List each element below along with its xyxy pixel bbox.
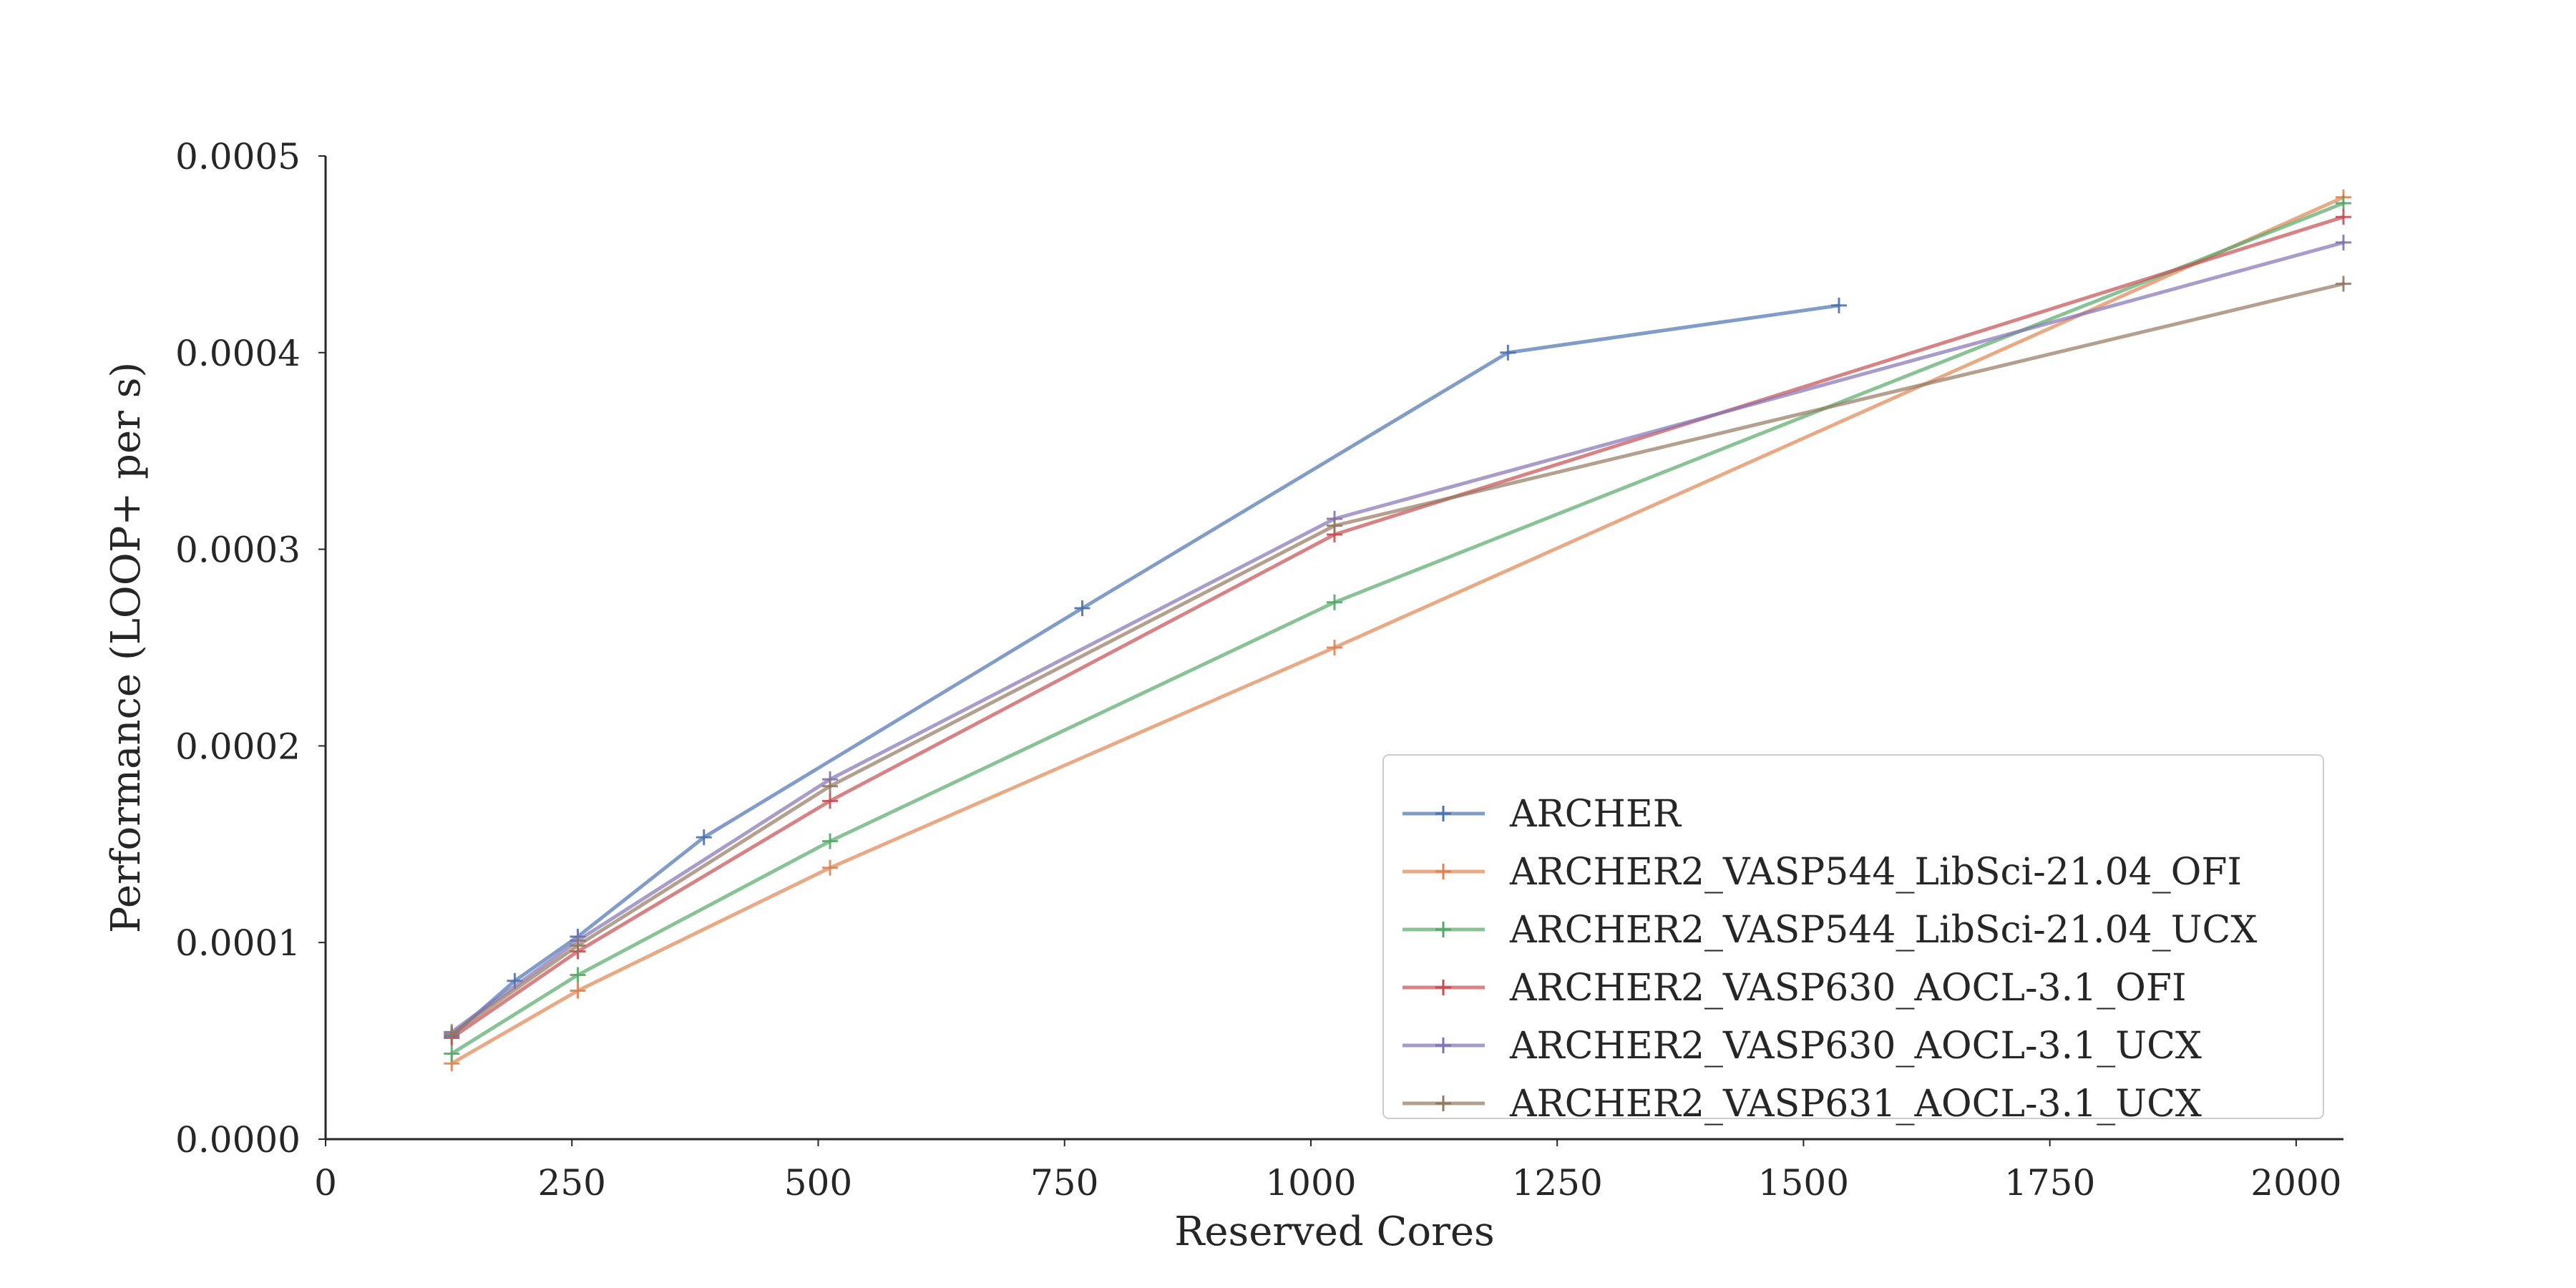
x-tick-label: 750 xyxy=(1030,1162,1098,1204)
data-point-marker xyxy=(570,967,586,983)
data-point-marker xyxy=(444,1045,460,1062)
data-point-marker xyxy=(1831,297,1847,313)
data-point-marker xyxy=(2336,275,2351,292)
legend-item-archer2-vasp631-aocl-3-1-ucx: ARCHER2_VASP631_AOCL-3.1_UCX xyxy=(1402,1083,2202,1126)
y-tick-label: 0.0001 xyxy=(175,922,301,964)
series-archer2-vasp631-aocl-3-1-ucx xyxy=(444,275,2351,1042)
y-tick-label: 0.0003 xyxy=(175,530,301,571)
x-tick-labels: 0 250 500 750 1000 1250 1500 1750 2000 xyxy=(314,1139,2342,1204)
x-tick-label: 1500 xyxy=(1758,1162,1849,1204)
legend-item-archer2-vasp544-libsci-21-04-ofi: ARCHER2_VASP544_LibSci-21.04_OFI xyxy=(1402,851,2242,894)
x-tick-label: 1000 xyxy=(1265,1162,1356,1204)
data-point-marker xyxy=(570,982,586,999)
data-point-marker xyxy=(2336,195,2351,211)
legend: ARCHER ARCHER2_VASP544_LibSci-21.04_OFI AR… xyxy=(1382,754,2324,1126)
legend-label: ARCHER2_VASP631_AOCL-3.1_UCX xyxy=(1509,1083,2202,1126)
legend-label: ARCHER2_VASP630_AOCL-3.1_UCX xyxy=(1509,1025,2202,1068)
y-tick-label: 0.0004 xyxy=(175,333,301,374)
x-tick-label: 0 xyxy=(314,1162,337,1204)
data-point-marker xyxy=(1327,594,1342,610)
data-point-marker xyxy=(444,1025,460,1042)
y-tick-label: 0.0000 xyxy=(175,1119,301,1161)
data-point-marker xyxy=(1074,600,1091,617)
series-archer xyxy=(444,297,1847,1044)
x-tick-label: 2000 xyxy=(2250,1162,2341,1204)
data-point-marker xyxy=(1500,344,1516,361)
legend-items: ARCHER ARCHER2_VASP544_LibSci-21.04_OFI AR… xyxy=(1402,793,2257,1126)
y-tick-label: 0.0005 xyxy=(175,136,301,177)
x-tick-label: 1250 xyxy=(1512,1162,1603,1204)
data-point-marker xyxy=(2336,209,2351,225)
data-point-marker xyxy=(1327,517,1342,534)
legend-box xyxy=(1382,754,2324,1119)
y-tick-label: 0.0002 xyxy=(175,726,301,767)
data-point-marker xyxy=(822,778,838,794)
x-axis-label: Reserved Cores xyxy=(1174,1209,1495,1255)
legend-label: ARCHER xyxy=(1509,793,1682,836)
data-point-marker xyxy=(570,937,586,954)
data-point-marker xyxy=(696,829,712,846)
series-archer2-vasp544-libsci-21-04-ucx xyxy=(444,195,2351,1062)
legend-item-archer: ARCHER xyxy=(1402,793,1682,836)
y-tick-labels: 0.0000 0.0001 0.0002 0.0003 0.0004 0.0005 xyxy=(175,136,326,1161)
data-point-marker xyxy=(822,859,838,876)
legend-item-archer2-vasp630-aocl-3-1-ofi: ARCHER2_VASP630_AOCL-3.1_OFI xyxy=(1402,967,2187,1010)
legend-label: ARCHER2_VASP544_LibSci-21.04_OFI xyxy=(1509,851,2242,894)
data-point-marker xyxy=(822,793,838,809)
series-layer xyxy=(444,189,2351,1072)
x-tick-label: 500 xyxy=(784,1162,852,1204)
x-tick-label: 1750 xyxy=(2004,1162,2095,1204)
y-axis-label: Performance (LOOP+ per s) xyxy=(103,362,150,934)
x-tick-label: 250 xyxy=(538,1162,606,1204)
data-point-marker xyxy=(2336,234,2351,250)
legend-label: ARCHER2_VASP630_AOCL-3.1_OFI xyxy=(1509,967,2187,1010)
legend-item-archer2-vasp544-libsci-21-04-ucx: ARCHER2_VASP544_LibSci-21.04_UCX xyxy=(1402,909,2257,952)
legend-item-archer2-vasp630-aocl-3-1-ucx: ARCHER2_VASP630_AOCL-3.1_UCX xyxy=(1402,1025,2202,1068)
legend-label: ARCHER2_VASP544_LibSci-21.04_UCX xyxy=(1509,909,2257,952)
data-point-marker xyxy=(1327,640,1342,655)
data-point-marker xyxy=(822,833,838,849)
